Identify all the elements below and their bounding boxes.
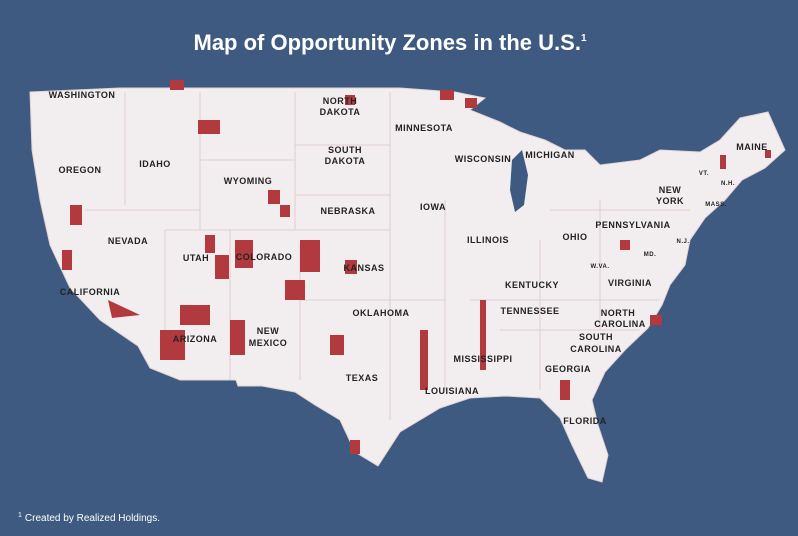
state-label: WISCONSIN: [455, 154, 512, 164]
title: Map of Opportunity Zones in the U.S.1: [194, 30, 587, 55]
state-label: OKLAHOMA: [353, 308, 410, 318]
state-label: GEORGIA: [545, 364, 591, 374]
state-label: W.VA.: [590, 264, 609, 270]
state-label: VT.: [699, 171, 709, 177]
state-label: IOWA: [420, 202, 446, 212]
state-label: WYOMING: [224, 176, 273, 186]
state-label: FLORIDA: [563, 416, 607, 426]
state-label: PENNSYLVANIA: [595, 220, 670, 230]
state-label: MICHIGAN: [525, 150, 575, 160]
state-label: NORTH: [323, 96, 358, 106]
state-label: OHIO: [562, 232, 587, 242]
state-label: CAROLINA: [594, 319, 646, 329]
state-label: ILLINOIS: [467, 235, 509, 245]
state-label: TEXAS: [346, 373, 379, 383]
state-label: ARIZONA: [173, 334, 218, 344]
state-label: SOUTH: [328, 145, 362, 155]
state-label: MEXICO: [249, 338, 288, 348]
state-label: CALIFORNIA: [60, 287, 121, 297]
state-label: DAKOTA: [325, 156, 366, 166]
us-outline: [29, 87, 786, 483]
state-label: COLORADO: [236, 252, 293, 262]
state-label: NORTH: [601, 308, 636, 318]
state-label: CAROLINA: [570, 344, 622, 354]
state-label: TENNESSEE: [500, 306, 559, 316]
state-label: NEBRASKA: [320, 206, 375, 216]
state-label: DAKOTA: [320, 107, 361, 117]
state-label: YORK: [656, 196, 684, 206]
state-label: MAINE: [736, 142, 768, 152]
state-label: MINNESOTA: [395, 123, 453, 133]
title-note-mark: 1: [581, 33, 587, 44]
state-label: WASHINGTON: [49, 90, 116, 100]
state-label: N.J.: [676, 239, 689, 245]
state-label: NEW: [659, 185, 682, 195]
state-label: UTAH: [183, 253, 209, 263]
state-label: OREGON: [58, 165, 101, 175]
state-label: KENTUCKY: [505, 280, 559, 290]
state-label: MISSISSIPPI: [453, 354, 512, 364]
footnote-mark: 1: [18, 512, 22, 519]
state-label: MD.: [644, 252, 657, 258]
state-labels: WASHINGTON OREGON IDAHO NEVADA CALIFORNI…: [49, 90, 768, 426]
state-label: LOUISIANA: [425, 386, 479, 396]
opportunity-zone-areas: [62, 80, 771, 454]
state-label: NEVADA: [108, 236, 148, 246]
footnote: 1 Created by Realized Holdings.: [18, 512, 160, 524]
state-label: IDAHO: [139, 159, 171, 169]
state-label: N.H.: [721, 181, 735, 187]
title-text: Map of Opportunity Zones in the U.S.: [194, 30, 581, 55]
state-label: SOUTH: [579, 332, 613, 342]
state-label: VIRGINIA: [608, 278, 652, 288]
state-label: KANSAS: [343, 263, 384, 273]
footnote-text: Created by Realized Holdings.: [25, 513, 160, 524]
lake-michigan: [510, 150, 528, 212]
state-label: MASS.: [705, 202, 727, 208]
state-label: NEW: [257, 326, 280, 336]
state-borders: [85, 92, 690, 420]
